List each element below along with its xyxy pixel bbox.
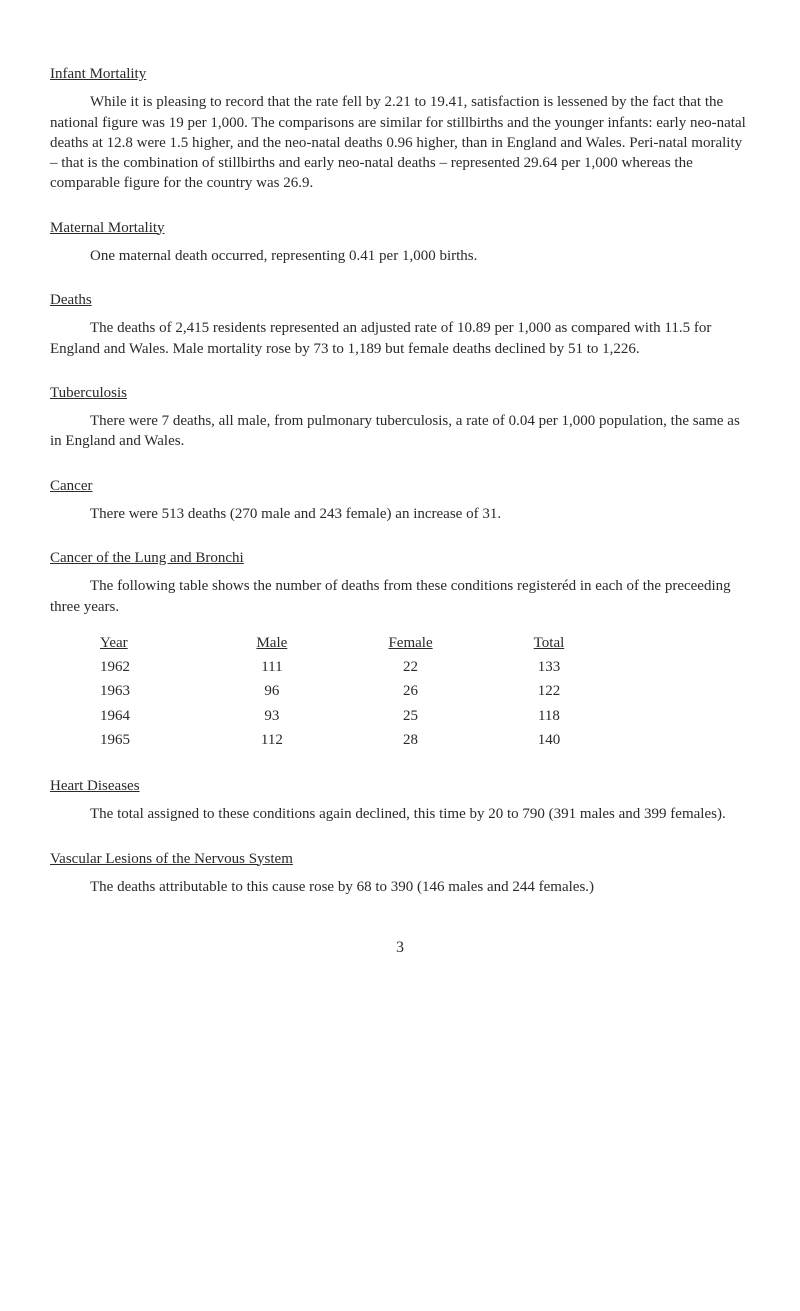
body-vascular-lesions: The deaths attributable to this cause ro…	[50, 877, 750, 897]
heading-tuberculosis: Tuberculosis	[50, 383, 750, 403]
heading-maternal-mortality: Maternal Mortality	[50, 218, 750, 238]
cell-female: 28	[343, 728, 498, 752]
table-row: 1965 112 28 140	[100, 728, 620, 752]
cell-total: 118	[498, 704, 620, 728]
cell-male: 96	[221, 679, 344, 703]
table-row: 1964 93 25 118	[100, 704, 620, 728]
body-tuberculosis: There were 7 deaths, all male, from pulm…	[50, 411, 750, 452]
cell-female: 26	[343, 679, 498, 703]
body-deaths: The deaths of 2,415 residents represente…	[50, 318, 750, 359]
heading-cancer: Cancer	[50, 476, 750, 496]
body-heart-diseases: The total assigned to these conditions a…	[50, 804, 750, 824]
heading-cancer-lung: Cancer of the Lung and Bronchi	[50, 548, 750, 568]
col-female: Female	[343, 631, 498, 655]
table-header-row: Year Male Female Total	[100, 631, 620, 655]
cell-total: 133	[498, 655, 620, 679]
cell-year: 1964	[100, 704, 221, 728]
cell-year: 1962	[100, 655, 221, 679]
body-cancer: There were 513 deaths (270 male and 243 …	[50, 504, 750, 524]
col-total: Total	[498, 631, 620, 655]
page-number: 3	[50, 937, 750, 959]
col-male: Male	[221, 631, 344, 655]
table-row: 1963 96 26 122	[100, 679, 620, 703]
body-infant-mortality: While it is pleasing to record that the …	[50, 92, 750, 193]
body-cancer-lung: The following table shows the number of …	[50, 576, 750, 617]
cell-total: 140	[498, 728, 620, 752]
table-row: 1962 111 22 133	[100, 655, 620, 679]
heading-infant-mortality: Infant Mortality	[50, 64, 750, 84]
cell-female: 25	[343, 704, 498, 728]
cell-male: 112	[221, 728, 344, 752]
cell-male: 93	[221, 704, 344, 728]
cell-female: 22	[343, 655, 498, 679]
heading-vascular-lesions: Vascular Lesions of the Nervous System	[50, 849, 750, 869]
cell-year: 1963	[100, 679, 221, 703]
body-maternal-mortality: One maternal death occurred, representin…	[50, 246, 750, 266]
cell-total: 122	[498, 679, 620, 703]
cell-male: 111	[221, 655, 344, 679]
cancer-table: Year Male Female Total 1962 111 22 133 1…	[100, 631, 750, 752]
cell-year: 1965	[100, 728, 221, 752]
heading-heart-diseases: Heart Diseases	[50, 776, 750, 796]
heading-deaths: Deaths	[50, 290, 750, 310]
col-year: Year	[100, 631, 221, 655]
